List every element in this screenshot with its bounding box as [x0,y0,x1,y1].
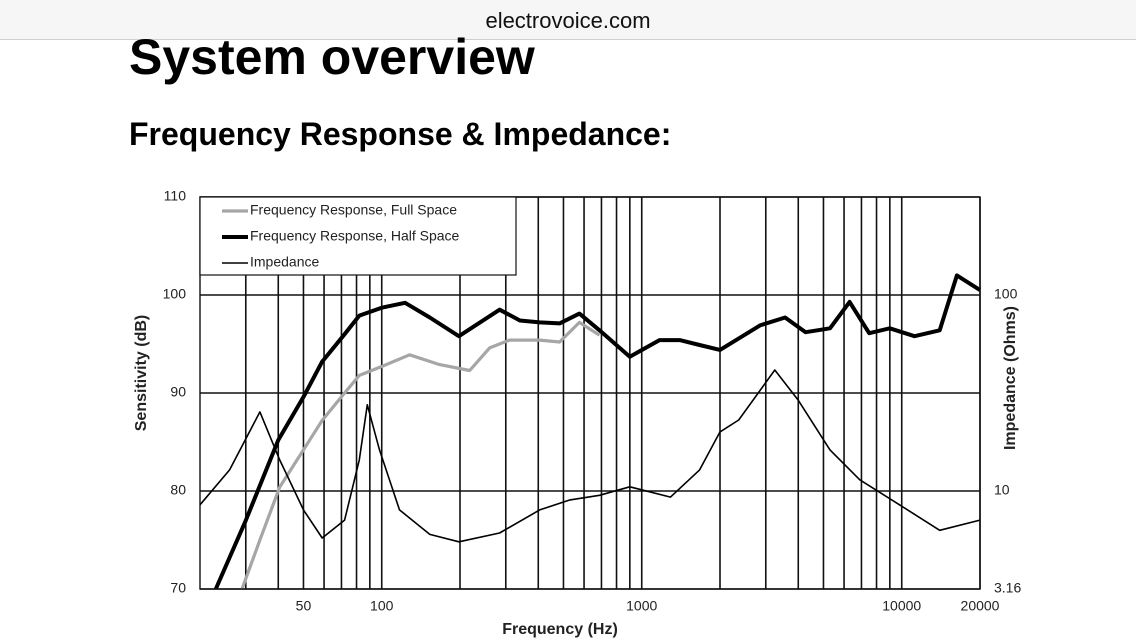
y-tick-label: 90 [170,384,186,400]
y-tick-label: 80 [170,482,186,498]
x-tick-label: 100 [370,598,394,614]
section-title: Frequency Response & Impedance: [129,116,672,152]
browser-bar: electrovoice.com [0,0,1136,40]
plot-frame [199,196,981,590]
y2-tick-label: 10 [994,482,1010,498]
url[interactable]: electrovoice.com [485,8,651,33]
x-tick-label: 20000 [961,598,1000,614]
x-tick-label: 10000 [882,598,921,614]
y-tick-label: 100 [163,286,187,302]
legend-label: Impedance [250,254,319,270]
series-line [199,369,981,543]
y2-tick-label: 3.16 [994,580,1021,596]
series-line [213,273,982,590]
y2-axis-title: Impedance (Ohms) [1002,306,1019,450]
y2-tick-label: 100 [994,286,1018,302]
y-tick-label: 70 [170,580,186,596]
x-axis-title: Frequency (Hz) [502,621,618,638]
legend-label: Frequency Response, Full Space [250,202,457,218]
y-axis-title: Sensitivity (dB) [133,315,150,431]
x-tick-label: 50 [296,598,312,614]
page-title: System overview [129,29,535,85]
legend-box [199,196,517,276]
y-tick-label: 110 [164,188,187,204]
x-tick-label: 1000 [626,598,657,614]
legend-label: Frequency Response, Half Space [250,228,460,244]
series-line [240,320,601,590]
